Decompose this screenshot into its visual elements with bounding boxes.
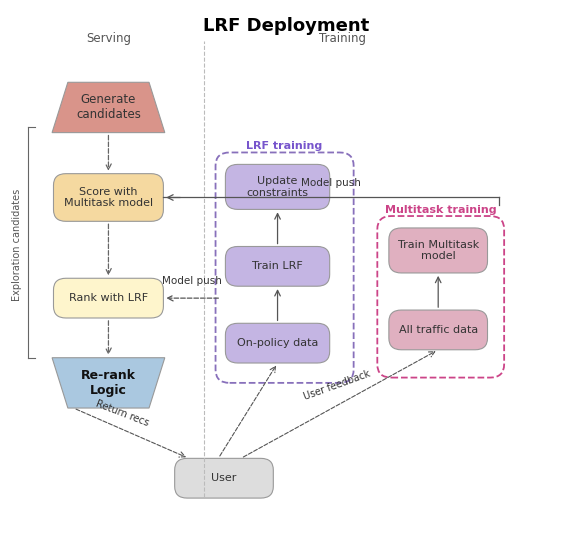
FancyBboxPatch shape: [54, 278, 164, 318]
Text: On-policy data: On-policy data: [237, 338, 318, 348]
FancyBboxPatch shape: [54, 174, 164, 221]
Text: Train LRF: Train LRF: [252, 261, 303, 271]
Text: User: User: [211, 473, 237, 483]
Text: User feedback: User feedback: [302, 368, 371, 401]
Text: Exploration candidates: Exploration candidates: [11, 189, 22, 301]
Text: Train Multitask
model: Train Multitask model: [398, 239, 479, 261]
Text: Update
constraints: Update constraints: [247, 176, 308, 197]
FancyBboxPatch shape: [389, 228, 487, 273]
FancyBboxPatch shape: [225, 246, 329, 286]
Text: Return recs: Return recs: [95, 398, 150, 428]
Text: LRF training: LRF training: [247, 141, 323, 151]
Text: LRF Deployment: LRF Deployment: [203, 17, 369, 36]
Text: All traffic data: All traffic data: [399, 325, 478, 335]
Polygon shape: [52, 82, 165, 132]
Text: Serving: Serving: [86, 32, 131, 45]
Text: Score with
Multitask model: Score with Multitask model: [64, 187, 153, 208]
Text: Model push: Model push: [162, 277, 223, 286]
Text: Training: Training: [319, 32, 366, 45]
Text: Multitask training: Multitask training: [385, 205, 496, 215]
FancyBboxPatch shape: [389, 310, 487, 350]
Text: Rank with LRF: Rank with LRF: [69, 293, 148, 303]
FancyBboxPatch shape: [174, 458, 273, 498]
Text: Model push: Model push: [301, 178, 361, 188]
Text: Generate
candidates: Generate candidates: [76, 94, 141, 122]
Polygon shape: [52, 358, 165, 408]
FancyBboxPatch shape: [225, 323, 329, 363]
Text: Re-rank
Logic: Re-rank Logic: [81, 369, 136, 397]
FancyBboxPatch shape: [225, 165, 329, 209]
